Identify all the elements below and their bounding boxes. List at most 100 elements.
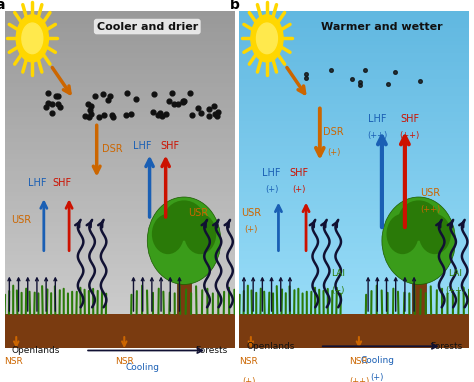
Bar xyxy=(5,192,235,196)
Bar xyxy=(5,255,235,259)
Bar xyxy=(5,45,235,49)
Bar xyxy=(239,222,469,226)
Bar xyxy=(239,32,469,37)
Ellipse shape xyxy=(147,197,221,285)
Point xyxy=(132,96,140,102)
Bar xyxy=(239,142,469,146)
Bar xyxy=(5,125,235,129)
Circle shape xyxy=(22,23,43,53)
Point xyxy=(106,92,113,99)
Bar xyxy=(5,32,235,37)
Bar xyxy=(5,74,235,79)
Bar xyxy=(239,108,469,112)
Text: (+): (+) xyxy=(371,373,384,382)
Bar xyxy=(5,322,235,327)
Text: LHF: LHF xyxy=(27,178,46,188)
Bar xyxy=(5,314,235,318)
Text: SHF: SHF xyxy=(161,141,180,151)
Text: Openlands: Openlands xyxy=(12,346,60,355)
Bar xyxy=(5,226,235,230)
Bar xyxy=(239,314,469,318)
Point xyxy=(210,102,218,108)
Point xyxy=(174,101,182,107)
Bar xyxy=(5,234,235,238)
Bar xyxy=(239,74,469,79)
Bar xyxy=(239,213,469,217)
Bar xyxy=(5,285,235,289)
Text: Warmer and wetter: Warmer and wetter xyxy=(321,21,443,32)
Bar xyxy=(5,343,235,348)
Bar xyxy=(239,87,469,91)
Bar xyxy=(239,327,469,331)
Bar xyxy=(5,66,235,70)
Text: (++): (++) xyxy=(446,286,465,295)
Text: Cooling: Cooling xyxy=(360,356,394,366)
Point xyxy=(213,113,221,120)
Bar xyxy=(239,121,469,125)
Bar xyxy=(239,24,469,28)
Point xyxy=(48,101,56,107)
Bar xyxy=(5,41,235,45)
Bar xyxy=(239,289,469,293)
Text: (+): (+) xyxy=(292,185,306,194)
Text: USR: USR xyxy=(188,208,208,218)
Bar xyxy=(239,285,469,289)
Bar xyxy=(239,217,469,222)
Text: (+): (+) xyxy=(244,225,257,235)
Bar xyxy=(5,104,235,108)
Bar xyxy=(239,226,469,230)
Bar xyxy=(5,327,235,331)
Bar xyxy=(5,243,235,247)
Point xyxy=(188,112,196,118)
Bar xyxy=(239,154,469,159)
Bar xyxy=(5,289,235,293)
Bar xyxy=(239,41,469,45)
Point xyxy=(197,110,205,116)
Bar xyxy=(239,96,469,100)
Point xyxy=(417,78,424,84)
Point xyxy=(86,107,94,113)
Bar xyxy=(239,70,469,74)
Ellipse shape xyxy=(386,214,419,254)
Bar xyxy=(239,11,469,16)
Bar xyxy=(239,184,469,188)
Bar xyxy=(5,247,235,251)
Bar xyxy=(5,49,235,53)
Bar xyxy=(239,100,469,104)
Text: NSR: NSR xyxy=(239,356,258,366)
Bar xyxy=(239,37,469,41)
Bar xyxy=(5,196,235,201)
Bar xyxy=(5,180,235,184)
Text: Cooler and drier: Cooler and drier xyxy=(97,21,198,32)
Bar xyxy=(5,150,235,154)
Text: Forests: Forests xyxy=(195,346,228,355)
Point xyxy=(86,113,93,120)
Point xyxy=(154,112,162,118)
Point xyxy=(327,67,335,73)
Point xyxy=(44,100,52,106)
Bar xyxy=(5,91,235,96)
Point xyxy=(104,97,111,103)
Bar xyxy=(239,234,469,238)
Bar xyxy=(239,276,469,280)
Point xyxy=(48,110,55,116)
Text: (+): (+) xyxy=(242,377,255,382)
Bar xyxy=(239,188,469,192)
Bar xyxy=(5,53,235,58)
Bar xyxy=(5,133,235,138)
Text: Cooling: Cooling xyxy=(126,363,160,372)
Point xyxy=(44,89,52,96)
Point xyxy=(215,109,222,115)
Text: NSR: NSR xyxy=(5,356,23,366)
Point xyxy=(356,82,364,88)
Bar xyxy=(5,121,235,125)
Bar xyxy=(5,154,235,159)
Bar xyxy=(239,280,469,285)
Text: (++): (++) xyxy=(367,131,387,140)
Point xyxy=(56,104,64,110)
Point xyxy=(186,90,194,96)
Text: SHF: SHF xyxy=(290,168,309,178)
Bar xyxy=(239,45,469,49)
Point xyxy=(150,91,158,97)
Bar xyxy=(239,83,469,87)
